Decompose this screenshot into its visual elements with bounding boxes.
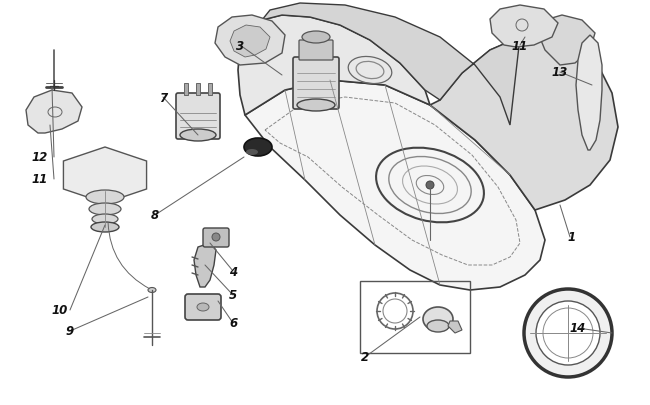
Polygon shape [490,6,558,48]
Circle shape [212,233,220,241]
FancyBboxPatch shape [293,58,339,110]
Ellipse shape [246,149,258,156]
FancyBboxPatch shape [299,41,333,61]
Bar [196,84,200,96]
Ellipse shape [148,288,156,293]
Ellipse shape [244,139,272,157]
Ellipse shape [197,303,209,311]
Text: 8: 8 [151,209,159,222]
FancyBboxPatch shape [185,294,221,320]
Bar [208,84,212,96]
Text: 10: 10 [52,304,68,317]
Polygon shape [576,36,602,151]
Text: 13: 13 [552,66,568,79]
Ellipse shape [86,190,124,205]
Polygon shape [538,16,595,66]
Polygon shape [194,243,216,287]
Ellipse shape [427,320,449,332]
Polygon shape [215,16,285,66]
Text: 6: 6 [229,317,237,330]
Ellipse shape [89,203,121,215]
Text: 12: 12 [32,151,48,164]
Text: 5: 5 [229,289,237,302]
Circle shape [524,289,612,377]
Text: 11: 11 [32,173,48,186]
Polygon shape [430,36,618,211]
Text: 9: 9 [66,325,74,338]
Circle shape [536,301,600,365]
Text: 3: 3 [236,39,244,52]
Text: 2: 2 [361,351,369,364]
FancyBboxPatch shape [203,228,229,247]
Polygon shape [230,26,270,58]
Ellipse shape [297,100,335,112]
Polygon shape [64,148,146,203]
Polygon shape [26,91,82,134]
Ellipse shape [302,32,330,44]
Polygon shape [245,81,545,290]
Ellipse shape [423,307,453,331]
Text: 11: 11 [512,39,528,52]
Polygon shape [238,16,430,116]
Text: 4: 4 [229,265,237,278]
Text: 1: 1 [568,231,576,244]
Polygon shape [448,321,462,333]
Bar [360,281,470,353]
Text: 14: 14 [570,322,586,335]
Ellipse shape [91,222,119,232]
Polygon shape [262,4,520,126]
Circle shape [426,181,434,190]
Bar [184,84,188,96]
Text: 7: 7 [159,91,167,104]
Ellipse shape [180,130,216,142]
FancyBboxPatch shape [176,94,220,140]
Ellipse shape [92,215,118,224]
